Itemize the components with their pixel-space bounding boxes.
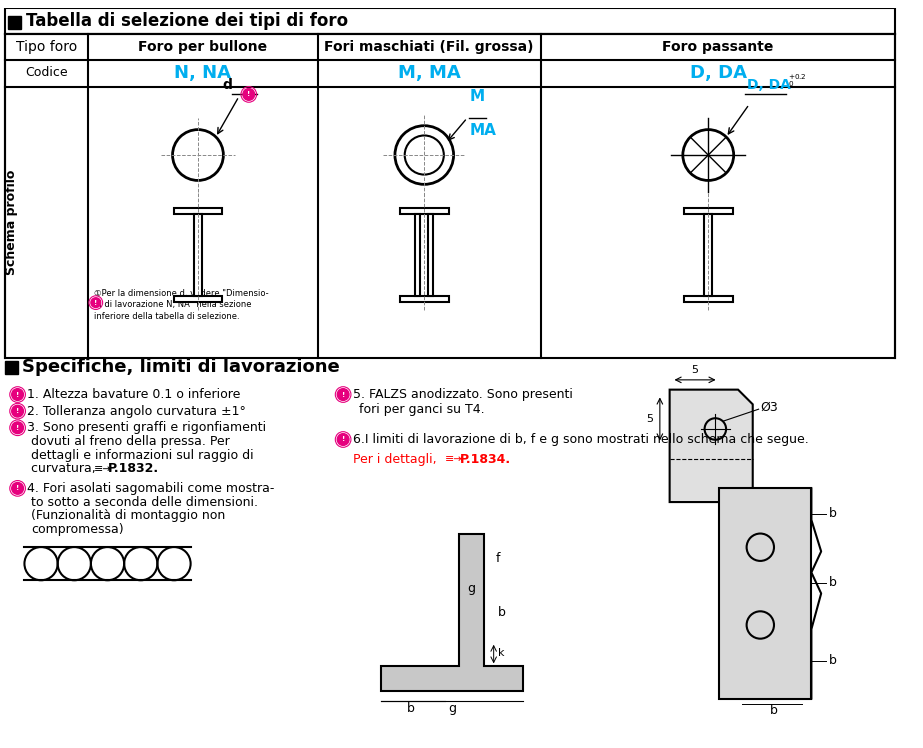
- Circle shape: [243, 88, 255, 100]
- FancyBboxPatch shape: [194, 214, 202, 295]
- Text: d: d: [222, 79, 233, 93]
- FancyBboxPatch shape: [428, 214, 433, 295]
- Text: !: !: [16, 485, 19, 491]
- Polygon shape: [381, 534, 523, 690]
- Text: g: g: [449, 702, 457, 715]
- FancyBboxPatch shape: [5, 34, 895, 358]
- FancyBboxPatch shape: [7, 16, 20, 29]
- Text: Foro per bullone: Foro per bullone: [138, 40, 268, 54]
- Text: 1. Altezza bavature 0.1 o inferiore: 1. Altezza bavature 0.1 o inferiore: [28, 388, 241, 401]
- Text: b: b: [829, 577, 837, 589]
- Text: g: g: [467, 582, 475, 595]
- Text: ①Per la dimensione d, vedere "Dimensio-: ①Per la dimensione d, vedere "Dimensio-: [94, 289, 269, 298]
- Text: (Funzionalità di montaggio non: (Funzionalità di montaggio non: [31, 509, 225, 522]
- FancyBboxPatch shape: [684, 208, 733, 214]
- Text: 4. Fori asolati sagomabili come mostra-: 4. Fori asolati sagomabili come mostra-: [28, 482, 275, 495]
- Text: !: !: [16, 408, 19, 414]
- Circle shape: [12, 422, 23, 434]
- Text: $^{+0.2}_{0}$: $^{+0.2}_{0}$: [788, 72, 807, 88]
- FancyBboxPatch shape: [415, 214, 420, 295]
- Text: b: b: [407, 702, 414, 715]
- Text: !: !: [342, 391, 345, 397]
- FancyBboxPatch shape: [174, 208, 222, 214]
- Text: MA: MA: [469, 123, 496, 138]
- Text: Tabella di selezione dei tipi di foro: Tabella di selezione dei tipi di foro: [27, 12, 349, 30]
- Text: P.1832.: P.1832.: [108, 462, 159, 475]
- Text: 6.I limiti di lavorazione di b, f e g sono mostrati nello schema che segue.: 6.I limiti di lavorazione di b, f e g so…: [353, 433, 809, 446]
- FancyBboxPatch shape: [684, 295, 733, 301]
- Text: P.1834.: P.1834.: [460, 453, 510, 465]
- Text: Codice: Codice: [25, 67, 67, 79]
- Text: Fori maschiati (Fil. grossa): Fori maschiati (Fil. grossa): [324, 40, 533, 54]
- FancyBboxPatch shape: [5, 361, 18, 374]
- Text: 5: 5: [691, 365, 699, 375]
- Text: compromessa): compromessa): [31, 523, 124, 536]
- Text: b: b: [829, 654, 837, 667]
- Text: dettagli e informazioni sul raggio di: dettagli e informazioni sul raggio di: [31, 449, 254, 462]
- FancyBboxPatch shape: [174, 295, 222, 301]
- Text: N, NA: N, NA: [174, 64, 232, 82]
- Text: ni di lavorazione N, NA" nella sezione: ni di lavorazione N, NA" nella sezione: [94, 301, 251, 310]
- Text: inferiore della tabella di selezione.: inferiore della tabella di selezione.: [94, 312, 239, 321]
- FancyBboxPatch shape: [704, 214, 713, 295]
- Text: k: k: [497, 648, 504, 657]
- Text: f: f: [496, 552, 500, 565]
- Text: !: !: [16, 391, 19, 397]
- Text: M: M: [469, 89, 485, 104]
- Text: D, DA: D, DA: [689, 64, 747, 82]
- Circle shape: [12, 482, 23, 494]
- Text: ≡⇥: ≡⇥: [94, 464, 113, 473]
- Text: to sotto a seconda delle dimensioni.: to sotto a seconda delle dimensioni.: [31, 496, 258, 509]
- Text: 5: 5: [647, 414, 653, 424]
- Circle shape: [12, 389, 23, 400]
- Text: M, MA: M, MA: [398, 64, 461, 82]
- Text: curvatura,: curvatura,: [31, 462, 104, 475]
- Text: b: b: [497, 606, 506, 619]
- Text: 2. Tolleranza angolo curvatura ±1°: 2. Tolleranza angolo curvatura ±1°: [28, 405, 246, 417]
- Text: !: !: [16, 425, 19, 431]
- Circle shape: [90, 298, 101, 307]
- FancyBboxPatch shape: [5, 8, 895, 34]
- FancyBboxPatch shape: [5, 87, 88, 358]
- Text: Ø3: Ø3: [761, 401, 778, 414]
- Text: !: !: [342, 437, 345, 443]
- Text: !: !: [94, 300, 98, 306]
- Text: !: !: [247, 91, 250, 97]
- FancyBboxPatch shape: [718, 488, 811, 699]
- Text: Tipo foro: Tipo foro: [16, 40, 77, 54]
- Text: Per i dettagli,: Per i dettagli,: [353, 453, 437, 465]
- Text: fori per ganci su T4.: fori per ganci su T4.: [359, 402, 485, 416]
- Circle shape: [337, 434, 349, 445]
- Text: 3. Sono presenti graffi e rigonfiamenti: 3. Sono presenti graffi e rigonfiamenti: [28, 421, 267, 435]
- FancyBboxPatch shape: [400, 295, 449, 301]
- Text: D, DA: D, DA: [748, 79, 791, 93]
- Text: b: b: [829, 507, 837, 520]
- Text: Specifiche, limiti di lavorazione: Specifiche, limiti di lavorazione: [22, 358, 341, 376]
- Text: Schema profilo: Schema profilo: [6, 170, 18, 275]
- Circle shape: [12, 405, 23, 417]
- Circle shape: [337, 389, 349, 400]
- Text: dovuti al freno della pressa. Per: dovuti al freno della pressa. Per: [31, 435, 230, 448]
- Text: b: b: [771, 704, 778, 717]
- Text: 5. FALZS anodizzato. Sono presenti: 5. FALZS anodizzato. Sono presenti: [353, 388, 573, 401]
- Polygon shape: [669, 390, 753, 502]
- Text: Foro passante: Foro passante: [663, 40, 773, 54]
- Text: ≡⇥: ≡⇥: [445, 454, 463, 464]
- FancyBboxPatch shape: [400, 208, 449, 214]
